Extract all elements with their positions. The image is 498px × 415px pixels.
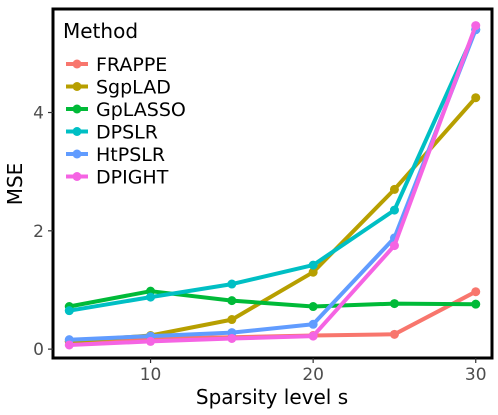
data-point	[471, 21, 481, 31]
y-axis: 0 2 4	[33, 104, 53, 360]
x-axis-title: Sparsity level s	[196, 385, 348, 409]
y-tick-label: 4	[33, 104, 44, 124]
data-point	[227, 296, 237, 306]
legend-key-point	[72, 82, 82, 91]
data-point	[308, 319, 318, 329]
legend-label: DPIGHT	[96, 167, 169, 189]
legend-item-frappe: FRAPPE	[66, 54, 167, 76]
data-point	[227, 315, 237, 325]
data-point	[308, 260, 318, 270]
legend-key-point	[72, 59, 82, 69]
y-tick-label: 2	[33, 222, 44, 242]
data-point	[308, 302, 318, 312]
legend-item-sgplad: SgpLAD	[66, 77, 171, 99]
data-point	[471, 299, 481, 309]
legend-title: Method	[63, 19, 138, 43]
x-tick-label: 20	[302, 365, 324, 385]
legend-label: FRAPPE	[96, 54, 167, 76]
data-point	[389, 329, 399, 339]
series-dpight	[64, 21, 481, 350]
legend-label: GpLASSO	[96, 99, 186, 121]
series-layer	[64, 21, 481, 350]
data-point	[146, 336, 156, 346]
data-point	[389, 241, 399, 251]
data-point	[389, 205, 399, 215]
data-point	[227, 333, 237, 343]
series-line	[67, 27, 478, 313]
x-tick-label: 30	[465, 365, 487, 385]
x-axis: 10 20 30	[140, 358, 487, 385]
data-point	[227, 279, 237, 289]
series-line	[67, 289, 478, 309]
data-point	[471, 93, 481, 103]
data-point	[471, 287, 481, 297]
data-point	[389, 184, 399, 194]
data-point	[146, 292, 156, 302]
legend-item-dpslr: DPSLR	[66, 122, 158, 144]
legend: Method FRAPPESgpLADGpLASSODPSLRHtPSLRDPI…	[63, 19, 186, 189]
data-point	[308, 331, 318, 341]
y-tick-label: 0	[33, 340, 44, 360]
legend-item-gplasso: GpLASSO	[66, 99, 186, 121]
series-dpslr	[64, 25, 481, 316]
series-line	[67, 23, 478, 347]
legend-key-point	[72, 172, 82, 181]
legend-label: HtPSLR	[96, 144, 165, 166]
data-point	[64, 306, 74, 316]
legend-key-point	[72, 104, 82, 114]
y-axis-title: MSE	[3, 163, 27, 206]
data-point	[389, 299, 399, 309]
data-point	[64, 340, 74, 350]
x-tick-label: 10	[140, 365, 162, 385]
legend-label: DPSLR	[96, 122, 158, 144]
legend-key-point	[72, 149, 82, 159]
data-point	[308, 267, 318, 277]
legend-key-point	[72, 127, 82, 136]
legend-item-htpslr: HtPSLR	[66, 144, 165, 166]
legend-item-dpight: DPIGHT	[66, 167, 169, 189]
legend-label: SgpLAD	[96, 77, 171, 99]
